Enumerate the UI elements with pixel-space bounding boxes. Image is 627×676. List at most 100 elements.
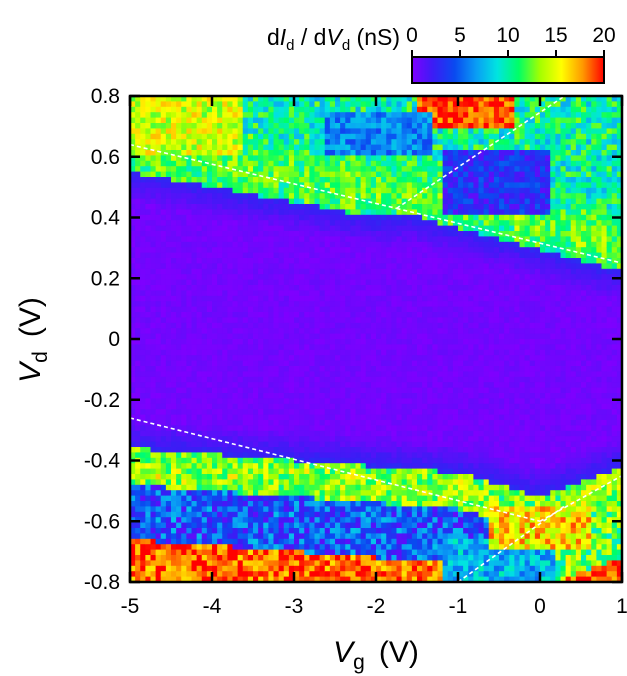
- heatmap-cell: [340, 387, 346, 394]
- heatmap-cell: [365, 96, 372, 102]
- heatmap-cell: [196, 214, 203, 221]
- heatmap-cell: [171, 452, 177, 459]
- heatmap-cell: [201, 106, 208, 113]
- heatmap-cell: [150, 333, 157, 340]
- heatmap-cell: [176, 463, 182, 470]
- heatmap-cell: [350, 420, 357, 426]
- heatmap-cell: [345, 182, 351, 189]
- heatmap-cell: [247, 268, 254, 275]
- heatmap-cell: [324, 128, 331, 135]
- heatmap-cell: [140, 231, 146, 237]
- heatmap-cell: [232, 155, 239, 162]
- heatmap-cell: [217, 484, 223, 491]
- heatmap-cell: [155, 490, 162, 497]
- heatmap-cell: [232, 177, 239, 183]
- heatmap-cell: [130, 220, 136, 227]
- heatmap-cell: [304, 317, 310, 324]
- heatmap-cell: [165, 328, 172, 335]
- heatmap-cell: [263, 495, 269, 502]
- heatmap-cell: [329, 117, 336, 124]
- heatmap-cell: [288, 414, 295, 421]
- heatmap-cell: [411, 150, 418, 156]
- heatmap-cell: [304, 457, 310, 464]
- heatmap-cell: [294, 484, 300, 491]
- heatmap-cell: [324, 144, 331, 151]
- heatmap-cell: [365, 376, 372, 383]
- heatmap-cell: [360, 301, 367, 308]
- heatmap-cell: [365, 117, 372, 124]
- heatmap-cell: [386, 430, 392, 437]
- heatmap-cell: [411, 312, 418, 318]
- heatmap-cell: [340, 576, 346, 582]
- heatmap-cell: [130, 414, 136, 421]
- heatmap-cell: [283, 252, 290, 259]
- heatmap-cell: [191, 182, 198, 189]
- heatmap-cell: [165, 533, 172, 540]
- heatmap-cell: [176, 247, 182, 254]
- heatmap-cell: [176, 133, 182, 140]
- heatmap-cell: [386, 474, 392, 480]
- heatmap-cell: [145, 382, 152, 389]
- heatmap-cell: [299, 295, 305, 302]
- heatmap-cell: [222, 409, 228, 416]
- heatmap-cell: [324, 101, 331, 108]
- heatmap-cell: [165, 441, 172, 448]
- heatmap-cell: [360, 236, 367, 243]
- heatmap-cell: [222, 560, 228, 567]
- heatmap-cell: [396, 133, 403, 140]
- heatmap-cell: [355, 241, 362, 248]
- heatmap-cell: [386, 420, 392, 426]
- heatmap-cell: [355, 123, 362, 129]
- heatmap-cell: [242, 96, 249, 102]
- heatmap-cell: [386, 133, 392, 140]
- heatmap-cell: [232, 344, 239, 351]
- heatmap-cell: [386, 171, 392, 178]
- heatmap-cell: [165, 528, 172, 534]
- heatmap-cell: [258, 495, 264, 502]
- heatmap-cell: [232, 263, 239, 270]
- heatmap-cell: [181, 382, 187, 389]
- heatmap-cell: [130, 571, 136, 578]
- heatmap-cell: [283, 479, 290, 486]
- heatmap-cell: [150, 231, 157, 237]
- heatmap-cell: [396, 490, 403, 497]
- heatmap-cell: [309, 560, 316, 567]
- heatmap-cell: [186, 322, 193, 329]
- heatmap-cell: [299, 506, 305, 513]
- heatmap-cell: [324, 236, 331, 243]
- heatmap-cell: [288, 128, 295, 135]
- heatmap-cell: [299, 252, 305, 259]
- heatmap-cell: [309, 533, 316, 540]
- heatmap-cell: [237, 339, 244, 345]
- heatmap-cell: [335, 204, 341, 210]
- heatmap-cell: [258, 409, 264, 416]
- heatmap-cell: [176, 517, 182, 524]
- heatmap-cell: [258, 571, 264, 578]
- heatmap-cell: [150, 133, 157, 140]
- heatmap-cell: [340, 506, 346, 513]
- heatmap-cell: [283, 279, 290, 286]
- heatmap-cell: [212, 133, 218, 140]
- heatmap-cell: [258, 376, 264, 383]
- heatmap-cell: [196, 339, 203, 345]
- heatmap-cell: [171, 123, 177, 129]
- heatmap-cell: [309, 177, 316, 183]
- heatmap-cell: [212, 371, 218, 378]
- heatmap-cell: [196, 576, 203, 582]
- heatmap-cell: [370, 198, 377, 205]
- heatmap-cell: [165, 252, 172, 259]
- heatmap-cell: [186, 333, 193, 340]
- heatmap-cell: [150, 441, 157, 448]
- heatmap-cell: [294, 511, 300, 518]
- heatmap-cell: [222, 479, 228, 486]
- heatmap-cell: [355, 133, 362, 140]
- heatmap-cell: [381, 414, 387, 421]
- heatmap-cell: [191, 409, 198, 416]
- heatmap-cell: [304, 430, 310, 437]
- heatmap-cell: [401, 193, 408, 200]
- heatmap-cell: [273, 349, 280, 356]
- heatmap-cell: [237, 447, 244, 453]
- heatmap-cell: [268, 155, 275, 162]
- heatmap-cell: [196, 241, 203, 248]
- heatmap-cell: [186, 490, 193, 497]
